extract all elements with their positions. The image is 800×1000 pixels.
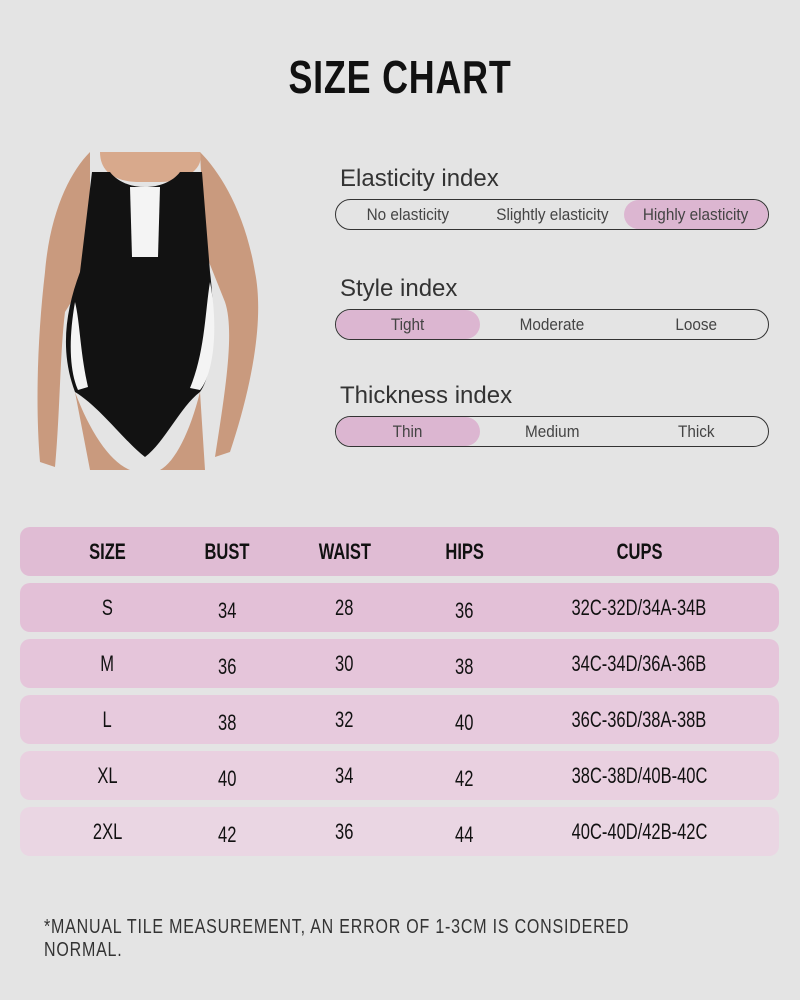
cell-cups: 32C-32D/34A-34B [571,594,707,620]
option-medium: Medium [524,421,580,441]
cell-bust: 38 [218,709,237,735]
header-size: SIZE [89,538,126,564]
cell-bust: 34 [218,597,237,623]
cell-cups: 36C-36D/38A-38B [571,706,707,732]
elasticity-index: Elasticity index No elasticity Slightly … [335,165,769,230]
thickness-index: Thickness index Thin Medium Thick [335,382,769,447]
cell-size: XL [97,762,118,788]
cell-cups: 40C-40D/42B-42C [571,818,708,844]
cell-waist: 36 [335,818,354,844]
cell-hips: 38 [455,653,474,679]
cell-bust: 42 [218,821,237,847]
cell-cups: 34C-34D/36A-36B [571,650,707,676]
table-row: XL 40 34 42 38C-38D/40B-40C [20,751,779,800]
cell-bust: 40 [218,765,237,791]
thickness-scale: Thin Medium Thick [335,416,769,447]
cell-size: 2XL [92,818,123,844]
cell-size: M [100,650,115,676]
product-photo [37,152,259,470]
table-header: SIZE BUST WAIST HIPS CUPS [20,527,779,576]
elasticity-index-label: Elasticity index [340,165,499,192]
cell-waist: 32 [335,706,354,732]
cell-hips: 42 [455,765,474,791]
option-thick: Thick [677,421,715,441]
measurement-note: *MANUAL TILE MEASUREMENT, AN ERROR OF 1-… [44,916,630,961]
option-loose: Loose [675,314,717,334]
option-tight: Tight [336,310,480,339]
cell-size: S [101,594,113,620]
header-bust: BUST [204,538,250,564]
page-title: SIZE CHART [288,51,512,103]
cell-waist: 34 [335,762,354,788]
cell-bust: 36 [218,653,237,679]
cell-waist: 28 [335,594,354,620]
style-scale: Tight Moderate Loose [335,309,769,340]
style-index: Style index Tight Moderate Loose [335,275,769,340]
size-table: SIZE BUST WAIST HIPS CUPS S 34 28 36 32C-32D… [20,527,779,863]
style-index-label: Style index [340,275,458,302]
table-row: L 38 32 40 36C-36D/38A-38B [20,695,779,744]
option-slightly-elasticity: Slightly elasticity [495,204,609,224]
option-thin: Thin [336,417,480,446]
elasticity-scale: No elasticity Slightly elasticity Highly… [335,199,769,230]
cell-waist: 30 [335,650,354,676]
cell-size: L [102,706,112,732]
option-moderate: Moderate [519,314,585,334]
table-row: S 34 28 36 32C-32D/34A-34B [20,583,779,632]
option-highly-elasticity: Highly elasticity [624,200,768,229]
header-hips: HIPS [445,538,484,564]
header-waist: WAIST [318,538,371,564]
thickness-index-label: Thickness index [340,382,513,409]
header-cups: CUPS [616,538,663,564]
cell-hips: 36 [455,597,474,623]
cell-cups: 38C-38D/40B-40C [571,762,708,788]
option-no-elasticity: No elasticity [366,204,450,224]
table-row: M 36 30 38 34C-34D/36A-36B [20,639,779,688]
cell-hips: 44 [455,821,474,847]
table-row: 2XL 42 36 44 40C-40D/42B-42C [20,807,779,856]
cell-hips: 40 [455,709,474,735]
